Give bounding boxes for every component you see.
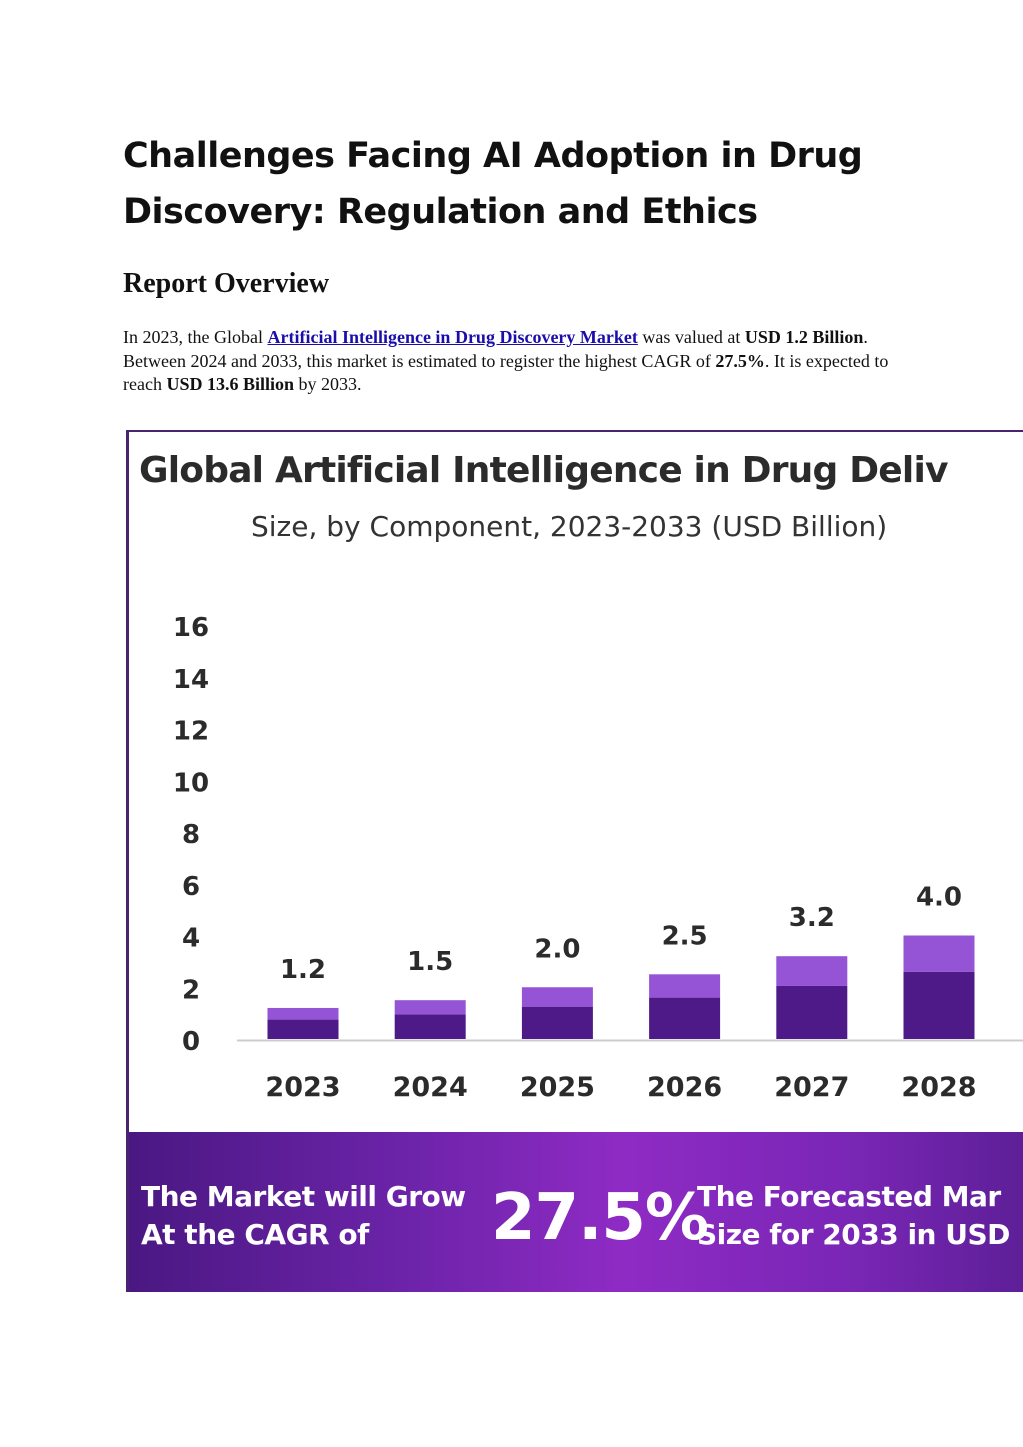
bar-segment-top (521, 987, 593, 1007)
bar-segment-top (903, 935, 975, 972)
x-tick-label: 2026 (647, 1072, 722, 1103)
y-tick-label: 16 (173, 613, 209, 643)
overview-bold-value: USD 13.6 Billion (166, 374, 294, 394)
x-tick-label: 2023 (265, 1072, 340, 1103)
bar-segment-bottom (267, 1019, 339, 1039)
bar-segment-top (267, 1007, 339, 1020)
y-tick-label: 4 (182, 924, 200, 954)
bar-segment-bottom (903, 971, 975, 1039)
banner-forecast-label: The Forecasted Mar Size for 2033 in USD (697, 1180, 1010, 1251)
bar-value-label: 2.0 (534, 934, 580, 964)
chart-title: Global Artificial Intelligence in Drug D… (139, 450, 948, 491)
bar-segment-bottom (776, 985, 848, 1039)
y-tick-label: 6 (182, 872, 200, 902)
bar-value-label: 1.2 (280, 955, 326, 985)
y-tick-label: 0 (182, 1027, 200, 1057)
overview-bold-value: USD 1.2 Billion (744, 327, 864, 347)
market-report-link[interactable]: Artificial Intelligence in Drug Discover… (267, 327, 638, 347)
bar-segment-bottom (649, 997, 721, 1039)
cagr-banner: The Market will Grow At the CAGR of 27.5… (129, 1132, 1023, 1292)
market-infographic: Global Artificial Intelligence in Drug D… (126, 430, 1023, 1292)
overview-text: by 2033. (294, 374, 362, 394)
y-tick-label: 14 (173, 665, 209, 695)
bar-segment-bottom (521, 1006, 593, 1039)
bar-value-label: 3.2 (789, 903, 835, 933)
y-tick-label: 8 (182, 820, 200, 850)
x-tick-label: 2024 (393, 1072, 468, 1103)
overview-text: In 2023, the Global (123, 327, 268, 347)
x-tick-label: 2028 (901, 1072, 976, 1103)
page-title: Challenges Facing AI Adoption in Drug Di… (123, 136, 863, 232)
overview-text: was valued at (637, 327, 745, 347)
section-heading: Report Overview (123, 268, 330, 299)
x-tick-label: 2027 (774, 1072, 849, 1103)
bar-segment-bottom (394, 1014, 466, 1039)
y-tick-label: 10 (173, 768, 209, 798)
overview-text: . It is expected to reach (123, 350, 889, 395)
bar-segment-top (649, 974, 721, 998)
chart-subtitle: Size, by Component, 2023-2033 (USD Billi… (251, 510, 888, 543)
bar-chart: 16 14 12 10 8 6 4 2 0 1.2 2023 1.5 2024 2.0 2025 2.5 202… (173, 613, 1023, 1103)
y-tick-label: 2 (182, 975, 200, 1005)
overview-text: . Between 2024 and 2033, this market is … (123, 327, 868, 371)
bar-segment-top (394, 1000, 466, 1015)
bar-value-label: 1.5 (407, 947, 453, 977)
bar-value-label: 4.0 (916, 883, 962, 913)
x-tick-label: 2025 (520, 1072, 595, 1103)
y-tick-label: 12 (173, 717, 209, 747)
banner-cagr-value: 27.5% (491, 1181, 709, 1255)
overview-bold-value: 27.5% (715, 350, 765, 371)
overview-paragraph: In 2023, the Global Artificial Intellige… (123, 326, 893, 397)
bar-segment-top (776, 956, 848, 986)
bar-value-label: 2.5 (662, 921, 708, 951)
banner-cagr-label: The Market will Grow At the CAGR of (141, 1180, 466, 1251)
